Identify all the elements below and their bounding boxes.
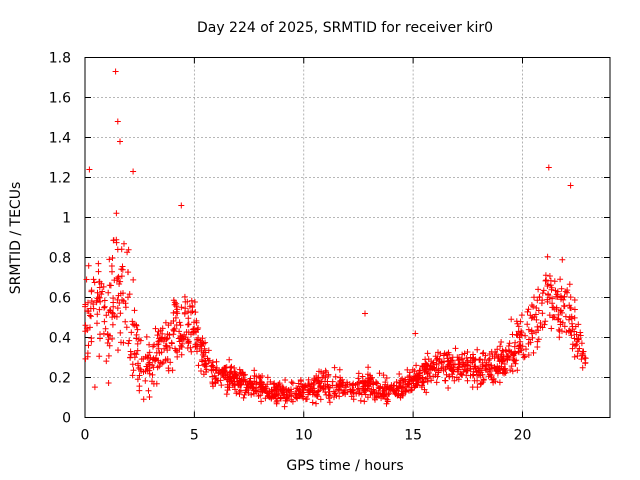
data-points <box>82 68 589 410</box>
y-tick-label: 0.2 <box>49 371 71 387</box>
axis-ticks: 0 0.2 0.4 0.6 0.8 1 1.2 1.4 1.6 1.8 0 5 10 15 20 <box>49 51 610 444</box>
y-tick-label: 1.2 <box>49 171 71 187</box>
y-tick-label: 1 <box>62 211 71 227</box>
y-tick-label: 0 <box>62 411 71 427</box>
chart-title: Day 224 of 2025, SRMTID for receiver kir… <box>197 20 493 36</box>
x-tick-label: 10 <box>295 428 313 444</box>
y-tick-label: 1.4 <box>49 131 71 147</box>
y-axis-label: SRMTID / TECUs <box>8 182 24 295</box>
plot-frame <box>84 57 611 418</box>
x-tick-label: 5 <box>190 428 199 444</box>
srmtid-markers <box>82 68 589 410</box>
x-tick-label: 20 <box>514 428 532 444</box>
x-tick-label: 0 <box>81 428 90 444</box>
y-tick-label: 1.8 <box>49 51 71 67</box>
y-tick-label: 0.4 <box>49 331 71 347</box>
y-tick-label: 0.6 <box>49 291 71 307</box>
x-axis-label: GPS time / hours <box>286 458 403 474</box>
y-tick-label: 1.6 <box>49 91 71 107</box>
x-tick-label: 15 <box>404 428 422 444</box>
grid <box>85 57 610 418</box>
y-tick-label: 0.8 <box>49 251 71 267</box>
